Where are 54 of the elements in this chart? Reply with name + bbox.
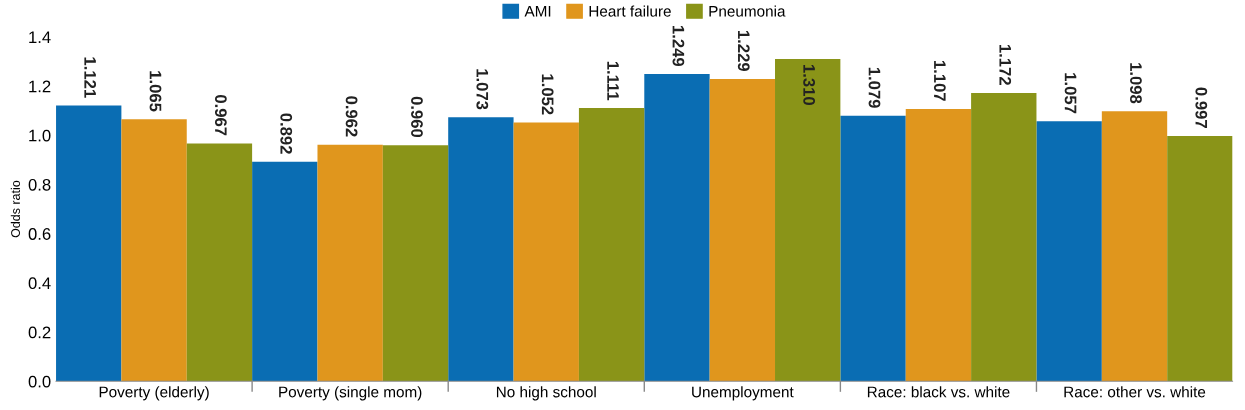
x-tick-label: Poverty (elderly): [99, 386, 209, 401]
x-tick-label: Unemployment: [692, 386, 794, 401]
bar: [121, 119, 187, 382]
legend-label: AMI: [524, 6, 551, 17]
x-tick-label: Poverty (single mom): [279, 386, 422, 401]
y-tick-label: 1.4: [29, 31, 51, 43]
data-label: 1.172: [999, 44, 1012, 85]
y-tick-label: 0.4: [28, 277, 51, 290]
bar: [840, 115, 906, 382]
y-tick-label: 1.0: [29, 129, 51, 142]
data-label: 1.111: [607, 61, 619, 101]
bar: [971, 92, 1037, 382]
data-label: 1.057: [1064, 73, 1077, 114]
data-label: 0.960: [411, 96, 423, 138]
bar: [709, 78, 776, 382]
y-tick-label: 0.8: [28, 178, 51, 191]
data-label: 1.052: [541, 74, 554, 115]
bar: [252, 161, 318, 382]
data-label: 0.892: [280, 113, 293, 154]
bar: [1167, 136, 1233, 382]
data-label: 1.065: [149, 71, 162, 112]
bar: [644, 74, 710, 382]
bar: [513, 122, 579, 382]
legend-label: Pneumonia: [709, 5, 786, 17]
x-tick-label: Race: black vs. white: [867, 386, 1010, 398]
bar: [317, 144, 383, 382]
bar: [1036, 121, 1102, 382]
bar: [382, 145, 449, 382]
legend-label: Heart failure: [589, 5, 671, 17]
bar: [186, 143, 253, 382]
data-label: 0.962: [345, 96, 358, 137]
y-tick-label: 1.2: [29, 80, 51, 93]
bar: [1101, 111, 1168, 382]
bar: [905, 108, 972, 382]
bar: [775, 59, 841, 382]
data-label: 0.997: [1195, 87, 1208, 128]
y-axis-title: Odds ratio: [10, 180, 20, 238]
y-tick-label: 0.2: [28, 326, 51, 339]
y-tick-label: 0.6: [28, 228, 51, 240]
data-label: 1.107: [933, 60, 946, 101]
bar: [56, 105, 122, 382]
x-tick-label: Race: other vs. white: [1064, 386, 1206, 398]
x-tick-label: No high school: [496, 386, 596, 401]
data-label: 1.310: [803, 65, 816, 105]
data-label: 1.098: [1130, 63, 1142, 104]
data-label: 1.079: [868, 67, 881, 108]
data-label: 1.073: [476, 69, 489, 110]
bar: [578, 107, 645, 382]
data-label: 0.967: [214, 94, 227, 136]
data-label: 1.121: [84, 57, 97, 98]
data-label: 1.249: [672, 26, 685, 67]
data-label: 1.229: [737, 30, 750, 71]
bar: [448, 117, 514, 382]
y-tick-label: 0.0: [28, 375, 51, 388]
